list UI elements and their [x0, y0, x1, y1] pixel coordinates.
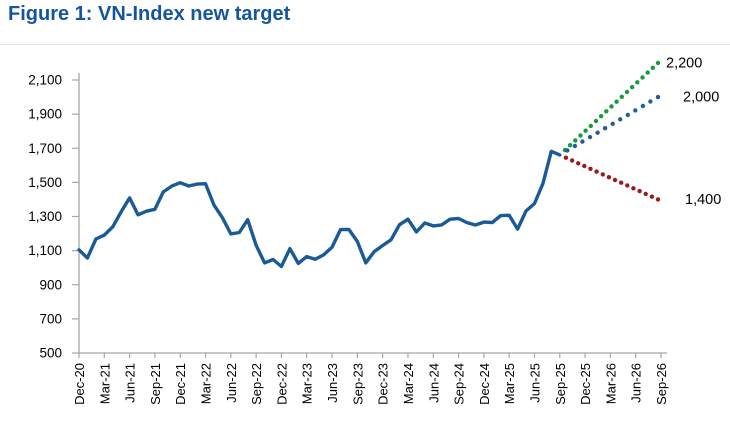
- x-axis-tick-label: Sep-22: [249, 363, 264, 405]
- base-scenario-dot: [655, 94, 661, 100]
- bear-scenario-dot: [576, 161, 581, 166]
- figure-title: Figure 1: VN-Index new target: [8, 3, 291, 25]
- base-scenario-dot: [625, 112, 630, 118]
- base-scenario-dot: [595, 130, 600, 135]
- y-axis-tick-label: 1,300: [28, 209, 62, 224]
- x-axis-tick-label: Mar-22: [199, 363, 214, 404]
- x-axis-tick-label: Sep-24: [452, 363, 467, 405]
- bear-scenario-dot: [655, 197, 661, 202]
- bull-scenario-dot: [645, 70, 650, 75]
- x-axis-tick-label: Sep-23: [350, 363, 365, 405]
- y-axis-tick-label: 1,500: [28, 175, 62, 190]
- y-axis-tick-label: 1,900: [28, 107, 62, 122]
- base-scenario-dot: [618, 117, 623, 122]
- bear-scenario-dot: [649, 194, 655, 199]
- x-axis-tick-label: Sep-21: [148, 363, 163, 405]
- x-axis-tick-label: Dec-23: [376, 363, 391, 405]
- x-axis-tick-label: Dec-25: [578, 363, 593, 405]
- base-scenario-dot: [602, 126, 608, 131]
- bear-scenario-dot: [582, 163, 587, 169]
- bear-scenario-dot: [606, 175, 612, 180]
- vn-index-history-line: [77, 149, 562, 269]
- bull-scenario-dot: [593, 118, 599, 124]
- y-axis-tick-label: 700: [39, 311, 62, 326]
- x-axis-tick-label: Mar-23: [300, 363, 315, 404]
- title-divider: [0, 44, 730, 45]
- y-axis-tick-label: 500: [39, 346, 62, 361]
- bear-scenario-dot: [612, 177, 618, 183]
- x-axis-tick-label: Jun-26: [629, 363, 644, 403]
- bull-scenario-dot: [609, 104, 614, 109]
- x-axis-tick-label: Mar-21: [97, 363, 112, 404]
- x-axis-tick-label: Jun-24: [426, 363, 441, 403]
- base-scenario-dot: [580, 139, 585, 144]
- bear-scenario-dot: [625, 183, 630, 188]
- x-axis-tick-label: Jun-25: [527, 363, 542, 403]
- bear-scenario-dot: [594, 169, 599, 174]
- y-axis-tick-label: 2,100: [28, 73, 62, 88]
- bull-scenario-dot: [655, 60, 661, 66]
- bull-scenario-dot: [604, 109, 609, 114]
- bull-scenario-dot: [619, 94, 624, 100]
- x-axis-tick-label: Mar-24: [401, 363, 416, 404]
- x-axis-tick-label: Mar-26: [603, 363, 618, 404]
- base-scenario-dot: [610, 121, 615, 127]
- bull-scenario-target-label: 2,200: [666, 55, 702, 71]
- bear-scenario-dot: [637, 188, 642, 194]
- x-axis-tick-label: Jun-22: [224, 363, 239, 403]
- x-axis-tick-label: Sep-25: [553, 363, 568, 405]
- bull-scenario-dot: [598, 114, 604, 119]
- bull-scenario-dot: [624, 89, 630, 95]
- base-scenario-dot: [565, 148, 570, 153]
- bull-scenario-dot: [635, 80, 640, 85]
- bull-scenario-dot: [573, 138, 578, 143]
- bull-scenario-dot: [567, 143, 573, 148]
- bear-scenario-dot: [563, 155, 569, 160]
- y-axis-tick-label: 900: [39, 277, 62, 292]
- bull-scenario-dot: [650, 65, 655, 71]
- base-scenario-dot: [640, 103, 646, 109]
- base-scenario-dot: [587, 134, 593, 140]
- bull-scenario-dot: [614, 99, 619, 104]
- x-axis-tick-label: Jun-23: [325, 363, 340, 403]
- bear-scenario-dot: [600, 172, 605, 177]
- bear-scenario-dot: [643, 191, 648, 197]
- bear-scenario-target-label: 1,400: [685, 192, 721, 208]
- bull-scenario-dot: [588, 123, 593, 129]
- y-axis-tick-label: 1,100: [28, 243, 62, 258]
- base-scenario-dot: [633, 108, 638, 113]
- x-axis-tick-label: Jun-21: [123, 363, 138, 403]
- bear-scenario-dot: [619, 180, 624, 185]
- x-axis-tick-label: Dec-22: [274, 363, 289, 405]
- x-axis-tick-label: Dec-20: [72, 363, 87, 405]
- bear-scenario-dot: [569, 158, 575, 163]
- bull-scenario-dot: [640, 75, 645, 80]
- base-scenario-dot: [648, 99, 653, 104]
- y-axis-tick-label: 1,700: [28, 141, 62, 156]
- base-scenario-target-label: 2,000: [683, 90, 719, 106]
- bull-scenario-dot: [630, 84, 635, 90]
- x-axis-tick-label: Dec-24: [477, 363, 492, 405]
- x-axis-tick-label: Mar-25: [502, 363, 517, 404]
- bull-scenario-dot: [583, 128, 588, 133]
- bear-scenario-dot: [631, 186, 636, 191]
- x-axis-tick-label: Sep-26: [654, 363, 669, 405]
- base-scenario-dot: [572, 143, 578, 149]
- x-axis-tick-label: Dec-21: [173, 363, 188, 405]
- bear-scenario-dot: [588, 166, 593, 171]
- bull-scenario-dot: [578, 133, 583, 138]
